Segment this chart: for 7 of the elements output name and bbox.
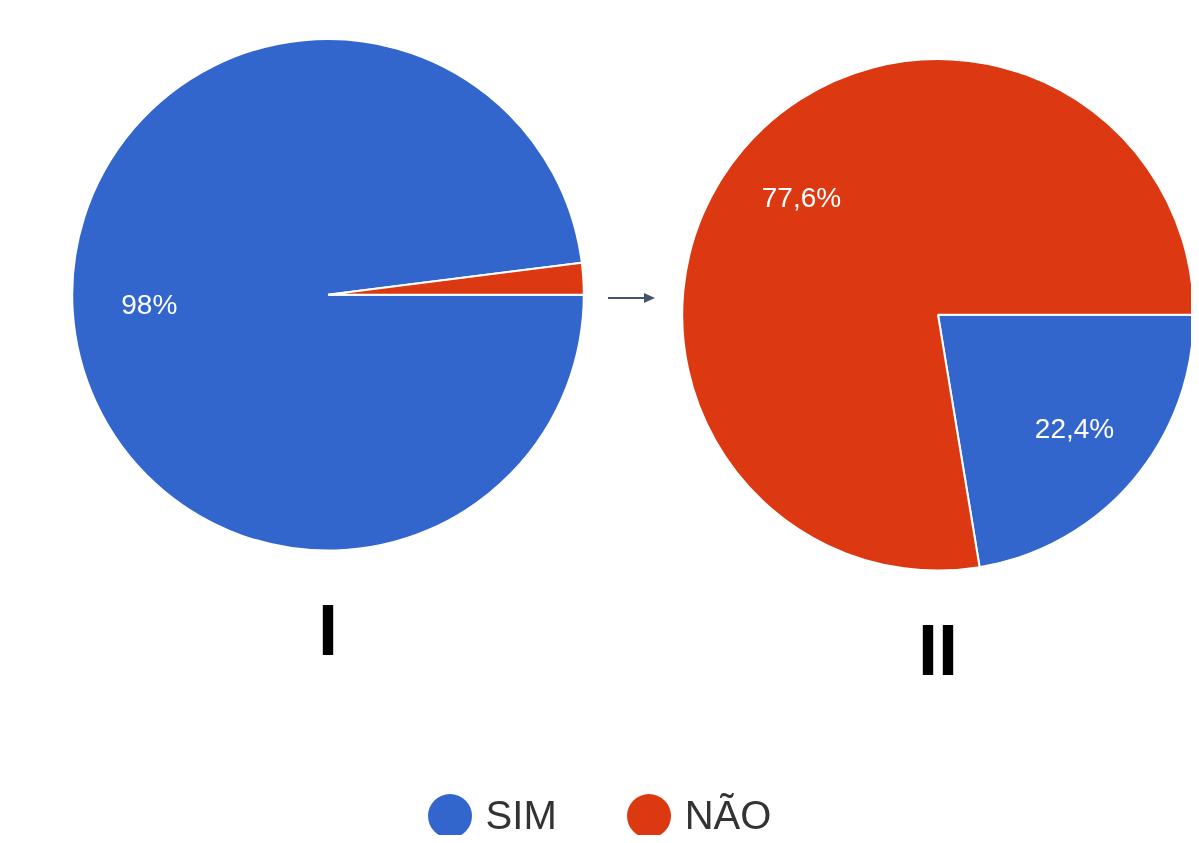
legend-label: SIM (485, 793, 557, 837)
data-label: 77,6% (761, 181, 842, 213)
text: II (917, 609, 959, 690)
data-label: 98% (121, 288, 178, 320)
legend-label: NÃO (684, 793, 772, 837)
text: I (317, 589, 339, 670)
data-label: 22,4% (1034, 413, 1115, 445)
